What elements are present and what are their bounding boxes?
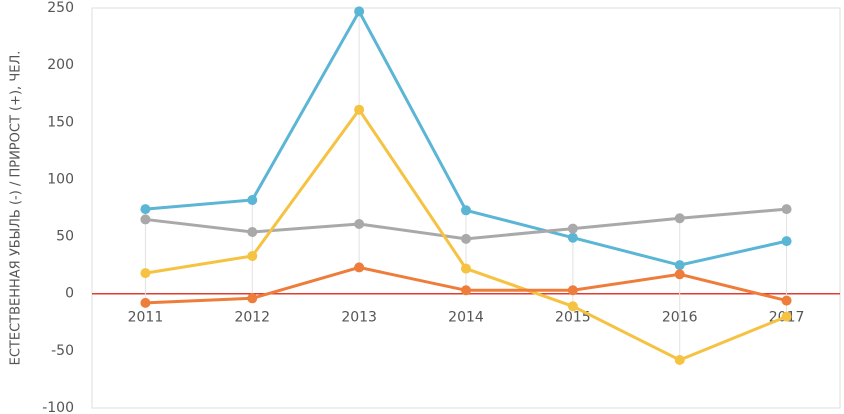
x-tick-label: 2013 <box>341 310 377 326</box>
y-tick-label: 50 <box>56 229 74 245</box>
data-point <box>354 262 365 273</box>
data-point <box>567 285 578 296</box>
x-tick-label: 2012 <box>234 310 270 326</box>
data-point <box>247 251 258 261</box>
x-tick-label: 2016 <box>662 310 698 326</box>
y-tick-label: 150 <box>47 114 74 130</box>
data-point <box>247 293 258 304</box>
data-point <box>567 223 578 234</box>
data-point <box>461 263 471 274</box>
data-point <box>461 205 471 216</box>
data-point <box>567 301 578 312</box>
data-point <box>781 204 792 215</box>
data-point <box>247 227 258 237</box>
x-tick-label: 2015 <box>555 310 591 326</box>
y-tick-label: -50 <box>51 343 74 359</box>
data-point <box>140 268 151 279</box>
data-point <box>354 104 365 115</box>
data-point <box>354 6 365 17</box>
plot-frame <box>91 7 841 409</box>
x-tick-label: 2011 <box>128 310 164 326</box>
data-point <box>140 204 151 215</box>
y-axis-label: ЕСТЕСТВЕННАЯ УБЫЛЬ (-) / ПРИРОСТ (+), ЧЕ… <box>9 51 24 366</box>
data-point <box>781 295 792 306</box>
y-tick-label: 100 <box>47 171 74 187</box>
data-point <box>674 355 685 365</box>
data-point <box>247 195 258 205</box>
data-point <box>140 297 151 308</box>
data-point <box>674 260 685 271</box>
y-tick-label: 0 <box>65 286 74 302</box>
y-tick-label: 250 <box>47 0 74 16</box>
data-point <box>674 269 685 280</box>
y-tick-label: 200 <box>47 57 74 73</box>
data-point <box>567 232 578 243</box>
data-point <box>781 311 792 322</box>
y-tick-label: -100 <box>42 400 74 414</box>
data-point <box>354 219 365 229</box>
data-point <box>140 214 151 225</box>
data-point <box>674 213 685 224</box>
data-point <box>461 285 471 296</box>
data-point <box>461 233 471 244</box>
data-point <box>781 236 792 247</box>
x-tick-label: 2014 <box>448 310 484 326</box>
